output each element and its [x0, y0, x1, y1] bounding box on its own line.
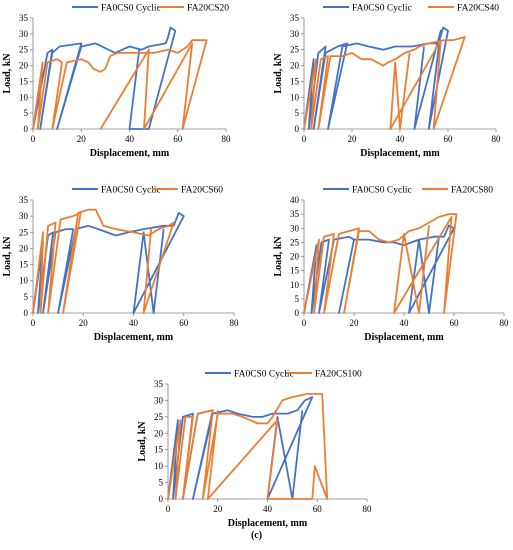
panel-2-series-2-line	[303, 36, 466, 130]
panel-1-x-tick-label: 80	[222, 134, 232, 144]
panel-1-x-tick-label: 0	[31, 134, 36, 144]
panel-4-y-tick-label: 20	[290, 252, 300, 262]
panel-3-x-tick-label: 40	[129, 318, 139, 328]
panel-4-y-tick-label: 25	[290, 237, 300, 247]
panel-4-x-tick-label: 60	[450, 318, 460, 328]
panel-5-y-tick-label: 35	[154, 379, 164, 389]
panel-5-y-axis-title: Load, kN	[137, 421, 148, 462]
panel-4-series-1-line	[303, 224, 455, 314]
panel-2-x-tick-label: 40	[396, 134, 406, 144]
panel-4-y-tick-label: 5	[295, 294, 300, 304]
panel-3-legend-label-2: FA20CS60	[181, 186, 223, 196]
panel-2-y-tick-label: 35	[290, 13, 300, 23]
panel-5-y-tick-label: 10	[154, 461, 164, 471]
panel-3-x-axis-title: Displacement, mm	[94, 332, 174, 343]
panel-2-x-tick-label: 20	[348, 134, 358, 144]
panel-5-x-tick-label: 60	[313, 504, 323, 514]
panel-4-y-tick-label: 10	[290, 280, 300, 290]
panel-3-y-tick-label: 15	[19, 260, 29, 270]
panel-4-x-tick-label: 40	[400, 318, 410, 328]
panel-2-y-tick-label: 15	[290, 76, 300, 86]
panel-5-series-1-line	[167, 396, 314, 500]
panel-2-y-tick-label: 25	[290, 45, 300, 55]
panel-4-x-tick-label: 80	[500, 318, 510, 328]
panel-3-x-tick-label: 0	[31, 318, 36, 328]
panel-4-x-tick-label: 0	[302, 318, 307, 328]
panel-5-legend-label-1: FA0CS0 Cyclic	[234, 370, 294, 380]
panel-2-x-tick-label: 0	[302, 134, 307, 144]
panel-5-x-axis-title: Displacement, mm	[228, 518, 308, 529]
panel-2-y-tick-label: 0	[295, 124, 300, 134]
panel-4-y-axis-title: Load, kN	[273, 236, 284, 277]
panel-4-y-tick-label: 35	[290, 209, 300, 219]
panel-5-x-tick-label: 0	[166, 504, 171, 514]
panel-3-series-1-line	[32, 211, 185, 314]
panel-1-x-tick-label: 40	[125, 134, 135, 144]
panel-2-legend-label-1: FA0CS0 Cyclic	[352, 4, 412, 14]
panel-2-y-tick-label: 10	[290, 92, 300, 102]
panel-1-y-tick-label: 10	[19, 92, 29, 102]
figure: 0 20 40 60 80 0 5 10 15 20 25 30 35 Displacement, mm L…	[2, 4, 510, 530]
panel-1-y-tick-label: 5	[24, 108, 29, 118]
panel-5-y-tick-label: 30	[154, 395, 164, 405]
panel-4-y-tick-label: 30	[290, 223, 300, 233]
panel-4-legend-label-1: FA0CS0 Cyclic	[352, 186, 412, 196]
figure-caption: (c)	[250, 530, 263, 541]
panel-4-series-2-line	[303, 213, 458, 314]
panel-3-x-tick-label: 20	[79, 318, 89, 328]
panel-4-x-tick-label: 20	[350, 318, 360, 328]
panel-4-y-tick-label: 40	[290, 195, 300, 205]
panel-2-x-tick-label: 80	[492, 134, 502, 144]
panel-2-x-axis-title: Displacement, mm	[360, 148, 440, 159]
panel-3-y-tick-label: 35	[19, 195, 29, 205]
panel-2-y-tick-label: 5	[295, 108, 300, 118]
panel-3-y-axis-title: Load, kN	[2, 236, 13, 277]
panel-3-y-tick-label: 25	[19, 227, 29, 237]
panel-2-x-tick-label: 60	[444, 134, 454, 144]
panel-2-legend-label-2: FA20CS40	[457, 4, 499, 14]
panel-5-y-tick-label: 25	[154, 412, 164, 422]
panel-2-y-tick-label: 20	[290, 61, 300, 71]
panel-3-legend-label-1: FA0CS0 Cyclic	[101, 186, 161, 196]
panel-3-y-tick-label: 0	[24, 308, 29, 318]
panel-4-x-axis-title: Displacement, mm	[364, 332, 444, 343]
panel-1-y-tick-label: 20	[19, 61, 29, 71]
panel-5-x-tick-label: 80	[363, 504, 373, 514]
panel-4-y-tick-label: 15	[290, 266, 300, 276]
panel-4-y-tick-label: 0	[295, 308, 300, 318]
panel-5-y-tick-label: 20	[154, 428, 164, 438]
panel-1-y-tick-label: 0	[24, 124, 29, 134]
panel-5-y-tick-label: 15	[154, 445, 164, 455]
panel-3-y-tick-label: 5	[24, 292, 29, 302]
panel-1-y-tick-label: 15	[19, 76, 29, 86]
panel-2-y-tick-label: 30	[290, 29, 300, 39]
panel-2-series-1-line	[303, 26, 449, 130]
panel-1-y-tick-label: 25	[19, 45, 29, 55]
panel-3-x-tick-label: 80	[230, 318, 240, 328]
panel-5-y-tick-label: 5	[159, 478, 164, 488]
panel-1-y-tick-label: 35	[19, 13, 29, 23]
panel-3-series-2-line	[32, 208, 175, 314]
panel-5-x-tick-label: 20	[213, 504, 223, 514]
panel-1-y-axis-title: Load, kN	[2, 53, 13, 94]
panel-1-legend-label-2: FA20CS20	[187, 4, 229, 14]
panel-1-y-tick-label: 30	[19, 29, 29, 39]
panel-1-legend-label-1: FA0CS0 Cyclic	[101, 4, 161, 14]
panel-3-y-tick-label: 30	[19, 211, 29, 221]
panel-3-y-tick-label: 10	[19, 276, 29, 286]
panel-4-legend-label-2: FA20CS80	[451, 186, 493, 196]
panel-5-series-2-line	[167, 392, 329, 500]
panel-1-series-2-line	[32, 39, 208, 130]
panel-1-x-axis-title: Displacement, mm	[90, 148, 170, 159]
panel-3-x-tick-label: 60	[179, 318, 189, 328]
panel-1-series-1-line	[32, 26, 177, 130]
panel-3-y-tick-label: 20	[19, 243, 29, 253]
panel-5-legend-label-2: FA20CS100	[315, 370, 362, 380]
panel-1-x-tick-label: 20	[77, 134, 87, 144]
panel-1-x-tick-label: 60	[173, 134, 183, 144]
panel-2-y-axis-title: Load, kN	[273, 53, 284, 94]
panel-5-x-tick-label: 40	[263, 504, 273, 514]
panel-5-y-tick-label: 0	[159, 494, 164, 504]
